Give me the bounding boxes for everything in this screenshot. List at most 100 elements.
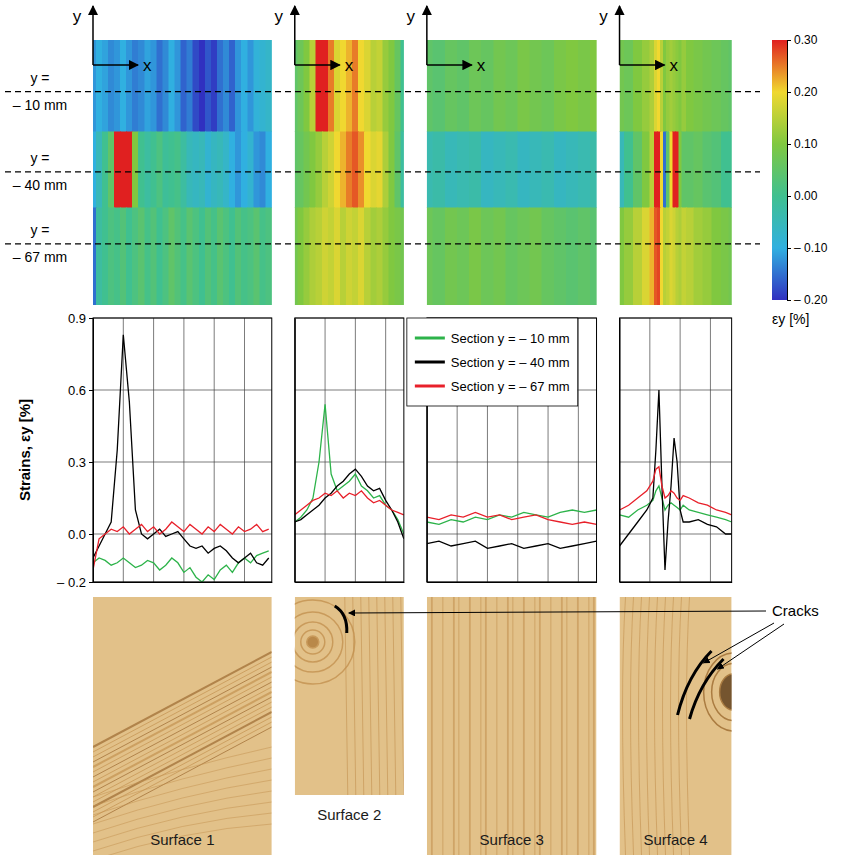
map-cell: [93, 132, 96, 208]
colorbar-axis-line: [788, 41, 792, 301]
section-label: y =: [30, 222, 49, 238]
map-cell: [694, 132, 703, 208]
x-axis: [94, 582, 273, 584]
map-cell: [126, 208, 132, 305]
map-cell: [260, 208, 266, 305]
x-axis: [295, 582, 404, 584]
y-axis-line: [295, 319, 296, 583]
map-cell: [682, 40, 687, 132]
map-cell: [676, 208, 679, 305]
map-cell: [266, 208, 272, 305]
strain-map: [427, 40, 597, 305]
crack: [335, 606, 347, 633]
line-panel: [295, 318, 405, 583]
map-cell: [169, 40, 175, 132]
map-cell: [686, 208, 694, 305]
legend-label: Section y = – 67 mm: [451, 379, 570, 394]
map-cell: [175, 208, 181, 305]
wood-grain: [93, 662, 272, 757]
wood-grain: [93, 652, 272, 747]
series-line: [427, 512, 597, 524]
map-cell: [295, 208, 298, 305]
map-cell: [175, 132, 181, 208]
map-cell: [96, 40, 102, 132]
map-cell: [254, 208, 260, 305]
legend-label: Section y = – 10 mm: [451, 331, 570, 346]
wood-knot: [712, 663, 732, 720]
wood-knot-ring: [295, 622, 333, 662]
legend-swatch: [415, 337, 445, 340]
map-cell: [358, 132, 364, 208]
map-cell: [328, 40, 334, 132]
map-cell: [241, 208, 247, 305]
map-cell: [175, 40, 181, 132]
wood-grain: [588, 597, 589, 855]
figure: yxyxyxyxy =– 10 mmy =– 40 mmy =– 67 mm– …: [0, 0, 848, 861]
map-cell: [481, 208, 493, 305]
map-cell: [181, 208, 187, 305]
map-cell: [445, 208, 457, 305]
colorbar-tick: 0.30: [787, 33, 818, 47]
legend-swatch: [415, 361, 445, 364]
map-x-arrow: [93, 64, 138, 66]
map-cell: [729, 132, 732, 208]
series-line: [295, 469, 404, 539]
map-cell: [566, 208, 578, 305]
map-cell: [169, 208, 175, 305]
map-cell: [364, 208, 370, 305]
map-cell: [266, 132, 272, 208]
map-cell: [481, 132, 493, 208]
map-cell: [663, 208, 666, 305]
map-cell: [590, 40, 596, 132]
map-cell: [199, 40, 205, 132]
map-cell: [163, 40, 169, 132]
map-cell: [151, 132, 157, 208]
wood-grain: [561, 597, 563, 855]
map-cell: [660, 208, 663, 305]
map-cell: [670, 208, 673, 305]
map-cell: [633, 132, 642, 208]
map-cell: [642, 40, 650, 132]
wood-grain: [93, 707, 272, 802]
map-cell: [377, 132, 383, 208]
map-cell: [554, 132, 566, 208]
map-cell: [211, 208, 217, 305]
map-cell: [241, 40, 247, 132]
wood-surface: [620, 597, 732, 855]
map-cell: [248, 132, 254, 208]
series-lines: [93, 335, 269, 582]
series-line: [295, 404, 404, 534]
map-cell: [187, 40, 193, 132]
map-cell: [624, 40, 633, 132]
plot-frame: [93, 318, 272, 582]
grid-line-x: [123, 318, 124, 582]
plot-background: [620, 318, 732, 582]
map-cell: [193, 40, 199, 132]
map-cell: [377, 208, 383, 305]
map-cell: [163, 208, 169, 305]
map-y-label: y: [73, 7, 82, 26]
legend-swatch: [415, 385, 445, 388]
map-cell: [254, 40, 260, 132]
wood-grain: [671, 597, 674, 855]
series-line: [427, 510, 597, 524]
y-axis-line: [620, 319, 621, 583]
wood-grain: [577, 597, 579, 855]
map-cell: [395, 40, 401, 132]
y-tick: – 0.2: [57, 575, 93, 590]
map-cell: [703, 208, 712, 305]
map-cell: [322, 132, 328, 208]
map-cell: [712, 132, 721, 208]
wood-grain: [93, 769, 272, 815]
map-cell: [578, 208, 590, 305]
map-cell: [96, 208, 102, 305]
map-cell: [401, 132, 404, 208]
map-cell: [187, 132, 193, 208]
map-cell: [620, 132, 625, 208]
wood-grain: [93, 682, 272, 777]
map-cell: [229, 40, 235, 132]
map-cell: [157, 40, 163, 132]
map-cell: [163, 132, 169, 208]
series-line: [93, 551, 269, 582]
wood-grain: [687, 597, 690, 855]
